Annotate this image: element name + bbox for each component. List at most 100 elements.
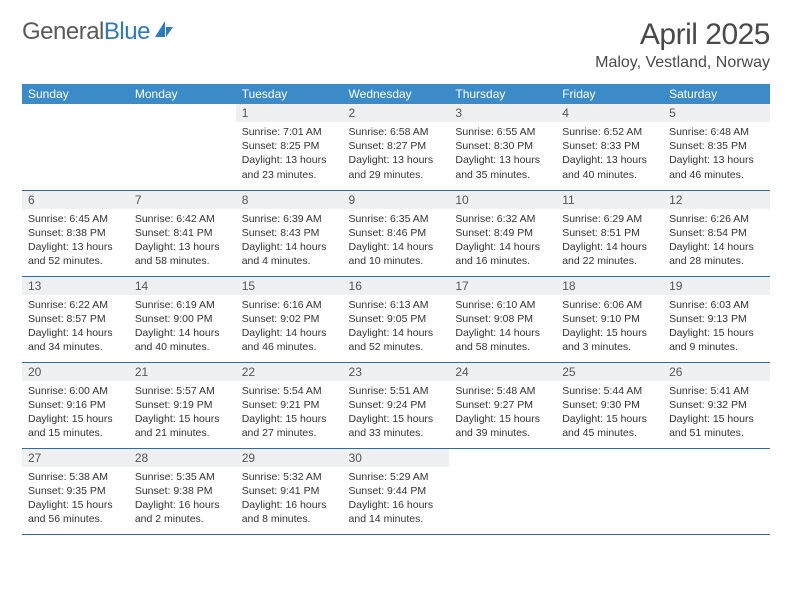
daylight-line2: and 28 minutes. bbox=[669, 254, 764, 268]
sunrise-text: Sunrise: 6:16 AM bbox=[242, 298, 337, 312]
daylight-line2: and 46 minutes. bbox=[669, 168, 764, 182]
day-content: Sunrise: 5:35 AMSunset: 9:38 PMDaylight:… bbox=[129, 467, 236, 531]
daylight-line2: and 56 minutes. bbox=[28, 512, 123, 526]
calendar-week-row: 6Sunrise: 6:45 AMSunset: 8:38 PMDaylight… bbox=[22, 190, 770, 276]
day-content: Sunrise: 5:41 AMSunset: 9:32 PMDaylight:… bbox=[663, 381, 770, 445]
daylight-line2: and 39 minutes. bbox=[455, 426, 550, 440]
day-number: 16 bbox=[343, 277, 450, 295]
sunset-text: Sunset: 8:57 PM bbox=[28, 312, 123, 326]
sunrise-text: Sunrise: 6:35 AM bbox=[349, 212, 444, 226]
day-number: 29 bbox=[236, 449, 343, 467]
day-header: Sunday bbox=[22, 84, 129, 104]
day-content: Sunrise: 5:48 AMSunset: 9:27 PMDaylight:… bbox=[449, 381, 556, 445]
calendar-day-cell: 2Sunrise: 6:58 AMSunset: 8:27 PMDaylight… bbox=[343, 104, 450, 190]
calendar-day-cell: 15Sunrise: 6:16 AMSunset: 9:02 PMDayligh… bbox=[236, 276, 343, 362]
daylight-line2: and 3 minutes. bbox=[562, 340, 657, 354]
sunset-text: Sunset: 8:43 PM bbox=[242, 226, 337, 240]
daylight-line2: and 14 minutes. bbox=[349, 512, 444, 526]
daylight-line1: Daylight: 15 hours bbox=[669, 412, 764, 426]
day-number: 27 bbox=[22, 449, 129, 467]
calendar-day-cell: 3Sunrise: 6:55 AMSunset: 8:30 PMDaylight… bbox=[449, 104, 556, 190]
sunrise-text: Sunrise: 6:48 AM bbox=[669, 125, 764, 139]
day-number: 11 bbox=[556, 191, 663, 209]
daylight-line2: and 51 minutes. bbox=[669, 426, 764, 440]
sunrise-text: Sunrise: 5:48 AM bbox=[455, 384, 550, 398]
day-number: 9 bbox=[343, 191, 450, 209]
daylight-line1: Daylight: 15 hours bbox=[669, 326, 764, 340]
calendar-page: GeneralBlue April 2025 Maloy, Vestland, … bbox=[0, 0, 792, 535]
calendar-day-cell: 6Sunrise: 6:45 AMSunset: 8:38 PMDaylight… bbox=[22, 190, 129, 276]
daylight-line2: and 34 minutes. bbox=[28, 340, 123, 354]
day-number: 23 bbox=[343, 363, 450, 381]
calendar-empty-cell bbox=[449, 448, 556, 534]
sunrise-text: Sunrise: 7:01 AM bbox=[242, 125, 337, 139]
day-number: 26 bbox=[663, 363, 770, 381]
logo-text-general: General bbox=[22, 18, 104, 46]
sunrise-text: Sunrise: 5:44 AM bbox=[562, 384, 657, 398]
daylight-line2: and 21 minutes. bbox=[135, 426, 230, 440]
day-content: Sunrise: 6:29 AMSunset: 8:51 PMDaylight:… bbox=[556, 209, 663, 273]
calendar-week-row: 27Sunrise: 5:38 AMSunset: 9:35 PMDayligh… bbox=[22, 448, 770, 534]
daylight-line1: Daylight: 15 hours bbox=[562, 326, 657, 340]
sunrise-text: Sunrise: 5:35 AM bbox=[135, 470, 230, 484]
day-number: 28 bbox=[129, 449, 236, 467]
day-number: 4 bbox=[556, 104, 663, 122]
daylight-line1: Daylight: 14 hours bbox=[349, 326, 444, 340]
sunset-text: Sunset: 9:27 PM bbox=[455, 398, 550, 412]
calendar-day-cell: 30Sunrise: 5:29 AMSunset: 9:44 PMDayligh… bbox=[343, 448, 450, 534]
daylight-line1: Daylight: 14 hours bbox=[242, 326, 337, 340]
day-number: 19 bbox=[663, 277, 770, 295]
calendar-day-cell: 8Sunrise: 6:39 AMSunset: 8:43 PMDaylight… bbox=[236, 190, 343, 276]
day-content: Sunrise: 6:00 AMSunset: 9:16 PMDaylight:… bbox=[22, 381, 129, 445]
daylight-line1: Daylight: 15 hours bbox=[135, 412, 230, 426]
sunrise-text: Sunrise: 5:32 AM bbox=[242, 470, 337, 484]
day-number: 30 bbox=[343, 449, 450, 467]
daylight-line2: and 52 minutes. bbox=[349, 340, 444, 354]
day-number: 5 bbox=[663, 104, 770, 122]
day-number: 10 bbox=[449, 191, 556, 209]
daylight-line2: and 52 minutes. bbox=[28, 254, 123, 268]
sunset-text: Sunset: 8:27 PM bbox=[349, 139, 444, 153]
calendar-day-cell: 10Sunrise: 6:32 AMSunset: 8:49 PMDayligh… bbox=[449, 190, 556, 276]
daylight-line1: Daylight: 14 hours bbox=[455, 240, 550, 254]
sunset-text: Sunset: 9:13 PM bbox=[669, 312, 764, 326]
day-number: 20 bbox=[22, 363, 129, 381]
sunset-text: Sunset: 8:54 PM bbox=[669, 226, 764, 240]
daylight-line2: and 45 minutes. bbox=[562, 426, 657, 440]
day-number: 1 bbox=[236, 104, 343, 122]
day-content: Sunrise: 6:13 AMSunset: 9:05 PMDaylight:… bbox=[343, 295, 450, 359]
calendar-day-cell: 12Sunrise: 6:26 AMSunset: 8:54 PMDayligh… bbox=[663, 190, 770, 276]
day-content: Sunrise: 6:03 AMSunset: 9:13 PMDaylight:… bbox=[663, 295, 770, 359]
calendar-day-cell: 27Sunrise: 5:38 AMSunset: 9:35 PMDayligh… bbox=[22, 448, 129, 534]
day-number: 3 bbox=[449, 104, 556, 122]
sunset-text: Sunset: 9:08 PM bbox=[455, 312, 550, 326]
daylight-line1: Daylight: 14 hours bbox=[349, 240, 444, 254]
sunset-text: Sunset: 9:24 PM bbox=[349, 398, 444, 412]
daylight-line2: and 23 minutes. bbox=[242, 168, 337, 182]
day-header: Tuesday bbox=[236, 84, 343, 104]
day-number: 15 bbox=[236, 277, 343, 295]
daylight-line2: and 58 minutes. bbox=[455, 340, 550, 354]
calendar-body: 1Sunrise: 7:01 AMSunset: 8:25 PMDaylight… bbox=[22, 104, 770, 534]
day-number: 12 bbox=[663, 191, 770, 209]
calendar-day-cell: 25Sunrise: 5:44 AMSunset: 9:30 PMDayligh… bbox=[556, 362, 663, 448]
sunrise-text: Sunrise: 6:42 AM bbox=[135, 212, 230, 226]
daylight-line2: and 22 minutes. bbox=[562, 254, 657, 268]
sunset-text: Sunset: 8:49 PM bbox=[455, 226, 550, 240]
daylight-line2: and 29 minutes. bbox=[349, 168, 444, 182]
sunset-text: Sunset: 9:00 PM bbox=[135, 312, 230, 326]
daylight-line2: and 8 minutes. bbox=[242, 512, 337, 526]
day-content: Sunrise: 5:38 AMSunset: 9:35 PMDaylight:… bbox=[22, 467, 129, 531]
sunrise-text: Sunrise: 6:39 AM bbox=[242, 212, 337, 226]
sunset-text: Sunset: 8:35 PM bbox=[669, 139, 764, 153]
daylight-line1: Daylight: 13 hours bbox=[135, 240, 230, 254]
sail-icon bbox=[153, 18, 175, 46]
day-number: 8 bbox=[236, 191, 343, 209]
daylight-line1: Daylight: 16 hours bbox=[349, 498, 444, 512]
sunset-text: Sunset: 9:10 PM bbox=[562, 312, 657, 326]
sunset-text: Sunset: 9:05 PM bbox=[349, 312, 444, 326]
sunrise-text: Sunrise: 5:38 AM bbox=[28, 470, 123, 484]
sunrise-text: Sunrise: 6:45 AM bbox=[28, 212, 123, 226]
daylight-line1: Daylight: 13 hours bbox=[562, 153, 657, 167]
daylight-line1: Daylight: 15 hours bbox=[562, 412, 657, 426]
